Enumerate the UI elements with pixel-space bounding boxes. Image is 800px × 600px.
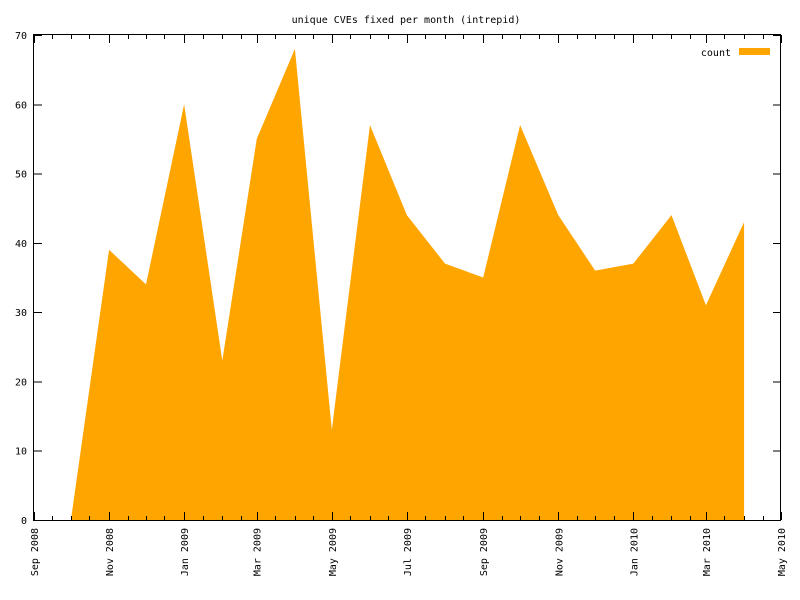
x-tick-label: Nov 2009 bbox=[554, 528, 565, 576]
legend-label: count bbox=[701, 48, 731, 59]
y-tick-label: 10 bbox=[15, 447, 27, 458]
y-tick-label: 60 bbox=[15, 100, 27, 111]
x-tick-label: May 2009 bbox=[328, 528, 339, 576]
x-tick-label: Jan 2009 bbox=[180, 528, 191, 576]
y-tick-label: 30 bbox=[15, 308, 27, 319]
y-tick-label: 0 bbox=[21, 516, 27, 527]
x-tick-label: Nov 2008 bbox=[105, 528, 116, 576]
plot-frame bbox=[33, 34, 781, 521]
y-tick-label: 40 bbox=[15, 239, 27, 250]
legend-swatch bbox=[739, 48, 770, 55]
y-tick-label: 20 bbox=[15, 377, 27, 388]
x-tick-label: Sep 2008 bbox=[30, 528, 41, 576]
y-tick-label: 70 bbox=[15, 31, 27, 42]
x-tick-label: Mar 2009 bbox=[253, 528, 264, 576]
legend: count bbox=[701, 48, 770, 59]
area-layer bbox=[70, 48, 745, 521]
y-axis: 0 10 20 30 40 50 60 70 bbox=[15, 31, 781, 527]
x-axis: Sep 2008 Nov 2008 Jan 2009 Mar 2009 May 2009… bbox=[30, 35, 788, 576]
x-tick-label: Jan 2010 bbox=[629, 528, 640, 576]
x-tick-label: Mar 2010 bbox=[702, 528, 713, 576]
chart-title: unique CVEs fixed per month (intrepid) bbox=[292, 15, 521, 26]
y-tick-label: 50 bbox=[15, 170, 27, 181]
x-tick-label: May 2010 bbox=[777, 528, 788, 576]
series-area bbox=[70, 48, 745, 521]
x-tick-label: Jul 2009 bbox=[403, 528, 414, 576]
x-tick-label: Sep 2009 bbox=[479, 528, 490, 576]
